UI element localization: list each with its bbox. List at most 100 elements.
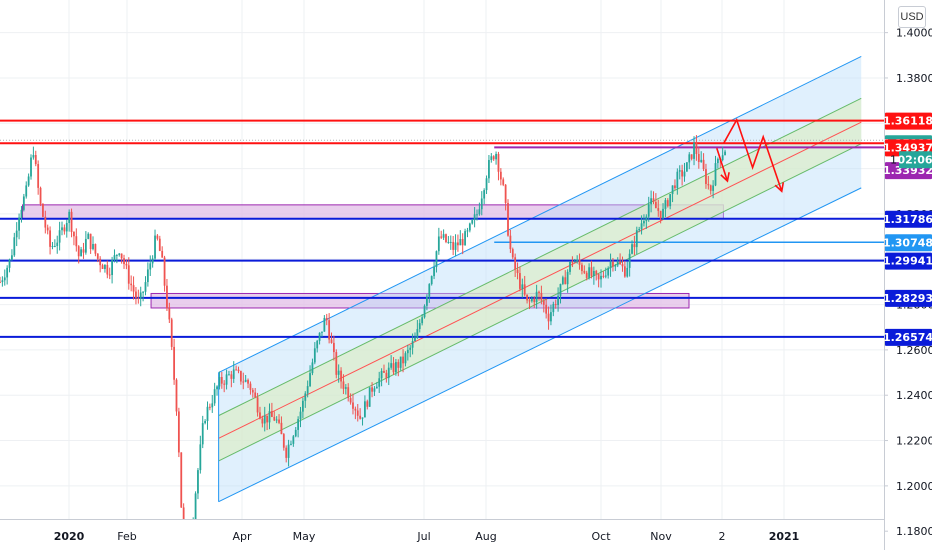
- candle-body: [87, 233, 90, 239]
- horizontal-levels[interactable]: [0, 119, 884, 338]
- candle-body: [395, 362, 397, 373]
- candle-body: [561, 277, 564, 284]
- candle-body: [533, 298, 536, 303]
- projection-arrows: [716, 117, 785, 193]
- candle-body: [42, 203, 44, 217]
- candle-body: [0, 281, 1, 283]
- candle-body: [228, 374, 230, 376]
- x-tick-label: 2021: [769, 530, 800, 543]
- candle-body: [457, 242, 459, 246]
- candle-body: [137, 297, 140, 299]
- candle-body: [623, 266, 626, 277]
- candle-body: [301, 400, 304, 412]
- candle-body: [399, 356, 402, 368]
- candle-body: [669, 194, 672, 207]
- candle-body: [166, 285, 168, 309]
- candle-body: [697, 154, 700, 163]
- price-label-text: 1.36118: [883, 115, 932, 128]
- y-tick-label: 1.38000: [896, 72, 932, 85]
- candle-body: [428, 284, 431, 297]
- candle-body: [51, 245, 54, 247]
- candle-body: [633, 244, 636, 248]
- candle-body: [89, 233, 92, 250]
- candle-body: [473, 214, 476, 221]
- candle-body: [721, 155, 724, 161]
- candle-body: [421, 317, 424, 324]
- candle-body: [6, 267, 9, 278]
- candle-body: [557, 295, 559, 306]
- candle-body: [657, 208, 660, 211]
- candle-body: [168, 308, 171, 320]
- candle-body: [528, 300, 531, 302]
- candle-body: [342, 381, 345, 389]
- candle-body: [135, 291, 137, 298]
- candle-body: [173, 346, 176, 380]
- candle-body: [22, 196, 25, 210]
- candle-body: [151, 258, 154, 264]
- candle-body: [154, 235, 156, 259]
- candle-body: [290, 443, 292, 445]
- candle-body: [139, 292, 142, 299]
- candle-body: [335, 352, 338, 375]
- candle-body: [654, 202, 657, 209]
- candle-body: [712, 185, 715, 191]
- candle-body: [404, 353, 407, 364]
- candle-body: [566, 271, 569, 285]
- candle-body: [724, 151, 726, 156]
- candle-body: [511, 249, 514, 258]
- x-tick-label: 2: [719, 530, 726, 543]
- candle-body: [464, 231, 466, 246]
- candle-body: [313, 348, 316, 363]
- candle-body: [337, 370, 340, 375]
- candle-body: [216, 386, 218, 390]
- candle-body: [507, 202, 509, 236]
- candle-body: [538, 291, 540, 293]
- candle-body: [466, 230, 469, 232]
- candle-body: [626, 267, 629, 277]
- price-labels: 1.361181.351211.349371.339321.317861.307…: [883, 112, 932, 346]
- projection-arrow-head: [774, 182, 785, 193]
- candle-body: [204, 421, 207, 424]
- candle-body: [664, 200, 667, 209]
- candle-body: [149, 263, 152, 270]
- candle-body: [676, 171, 679, 189]
- candle-body: [278, 419, 280, 423]
- candle-body: [356, 410, 359, 416]
- candle-body: [526, 294, 528, 301]
- candle-body: [445, 234, 447, 243]
- candle-body: [519, 273, 521, 289]
- candle-body: [30, 157, 32, 177]
- candle-body: [144, 282, 147, 292]
- candle-body: [440, 236, 443, 238]
- candle-body: [285, 447, 288, 458]
- candle-body: [597, 273, 600, 280]
- candle-body: [11, 255, 13, 260]
- currency-button[interactable]: USD: [898, 6, 926, 28]
- candle-body: [63, 227, 66, 232]
- candle-body: [111, 259, 113, 275]
- candle-body: [49, 230, 51, 247]
- candle-body: [576, 259, 579, 262]
- price-label-bg: [885, 210, 932, 228]
- candle-body: [53, 245, 56, 247]
- candle-body: [211, 403, 214, 408]
- candle-body: [318, 332, 321, 341]
- candle-body: [32, 155, 35, 158]
- candle-body: [681, 170, 684, 177]
- candle-body: [476, 214, 478, 216]
- candle-body: [674, 185, 676, 189]
- candle-body: [294, 429, 297, 437]
- candle-body: [223, 383, 226, 385]
- y-tick-label: 1.22000: [896, 435, 932, 448]
- countdown-prefix-text: 1: [890, 153, 897, 166]
- candle-body: [447, 241, 450, 243]
- candle-body: [442, 234, 445, 238]
- y-tick-label: 1.20000: [896, 480, 932, 493]
- price-label-text: 1.29941: [883, 255, 932, 268]
- candle-body: [490, 156, 493, 161]
- candle-body: [530, 298, 533, 302]
- candle-body: [120, 253, 123, 259]
- candle-body: [340, 370, 342, 382]
